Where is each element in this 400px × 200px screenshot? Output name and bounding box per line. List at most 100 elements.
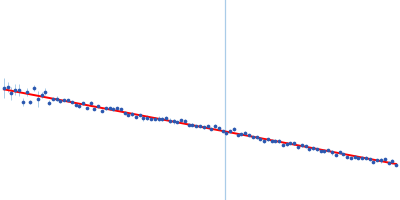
- Point: [189, 123, 196, 126]
- Point: [84, 106, 90, 110]
- Point: [46, 101, 52, 104]
- Point: [276, 140, 282, 143]
- Point: [355, 156, 362, 159]
- Point: [54, 97, 60, 100]
- Point: [212, 125, 218, 128]
- Point: [38, 93, 45, 97]
- Point: [91, 107, 98, 111]
- Point: [366, 157, 373, 160]
- Point: [265, 138, 271, 141]
- Point: [102, 107, 109, 110]
- Point: [110, 107, 116, 110]
- Point: [99, 110, 105, 113]
- Point: [159, 117, 166, 121]
- Point: [291, 142, 298, 145]
- Point: [50, 97, 56, 100]
- Point: [42, 90, 48, 93]
- Point: [220, 130, 226, 133]
- Point: [27, 100, 34, 103]
- Point: [200, 126, 207, 129]
- Point: [114, 106, 120, 110]
- Point: [329, 151, 335, 154]
- Point: [167, 119, 173, 122]
- Point: [227, 130, 233, 133]
- Point: [163, 116, 169, 119]
- Point: [272, 139, 279, 142]
- Point: [76, 104, 82, 107]
- Point: [299, 144, 305, 147]
- Point: [302, 144, 309, 148]
- Point: [242, 131, 248, 134]
- Point: [287, 141, 294, 144]
- Point: [234, 133, 241, 136]
- Point: [106, 106, 113, 109]
- Point: [61, 98, 68, 101]
- Point: [389, 160, 396, 163]
- Point: [382, 158, 388, 161]
- Point: [152, 117, 158, 120]
- Point: [359, 157, 365, 160]
- Point: [1, 87, 7, 90]
- Point: [363, 156, 369, 159]
- Point: [178, 118, 184, 122]
- Point: [136, 113, 143, 116]
- Point: [148, 118, 154, 121]
- Point: [280, 143, 286, 146]
- Point: [88, 102, 94, 105]
- Point: [186, 123, 192, 126]
- Point: [118, 107, 124, 110]
- Point: [310, 147, 316, 150]
- Point: [261, 140, 267, 143]
- Point: [374, 159, 380, 162]
- Point: [340, 152, 346, 155]
- Point: [216, 127, 222, 130]
- Point: [204, 125, 211, 128]
- Point: [20, 101, 26, 104]
- Point: [155, 117, 162, 120]
- Point: [332, 153, 339, 157]
- Point: [208, 127, 214, 130]
- Point: [257, 137, 264, 140]
- Point: [121, 111, 128, 114]
- Point: [68, 100, 75, 103]
- Point: [12, 88, 18, 91]
- Point: [182, 119, 188, 122]
- Point: [253, 136, 260, 139]
- Point: [250, 135, 256, 138]
- Point: [314, 148, 320, 151]
- Point: [170, 120, 177, 123]
- Point: [344, 155, 350, 159]
- Point: [223, 131, 230, 134]
- Point: [306, 148, 312, 151]
- Point: [352, 155, 358, 158]
- Point: [238, 132, 245, 135]
- Point: [16, 88, 22, 92]
- Point: [140, 116, 147, 119]
- Point: [4, 85, 11, 89]
- Point: [246, 133, 252, 136]
- Point: [370, 160, 377, 163]
- Point: [35, 98, 41, 101]
- Point: [378, 159, 384, 162]
- Point: [144, 116, 150, 119]
- Point: [174, 120, 180, 123]
- Point: [325, 148, 332, 152]
- Point: [193, 125, 200, 128]
- Point: [23, 91, 30, 94]
- Point: [284, 142, 290, 146]
- Point: [65, 99, 71, 102]
- Point: [8, 92, 15, 95]
- Point: [31, 86, 37, 89]
- Point: [318, 150, 324, 153]
- Point: [393, 164, 399, 167]
- Point: [268, 140, 275, 143]
- Point: [197, 125, 203, 128]
- Point: [321, 150, 328, 153]
- Point: [295, 146, 301, 149]
- Point: [57, 100, 64, 103]
- Point: [72, 103, 79, 106]
- Point: [129, 113, 135, 116]
- Point: [231, 127, 237, 131]
- Point: [385, 161, 392, 164]
- Point: [336, 150, 343, 154]
